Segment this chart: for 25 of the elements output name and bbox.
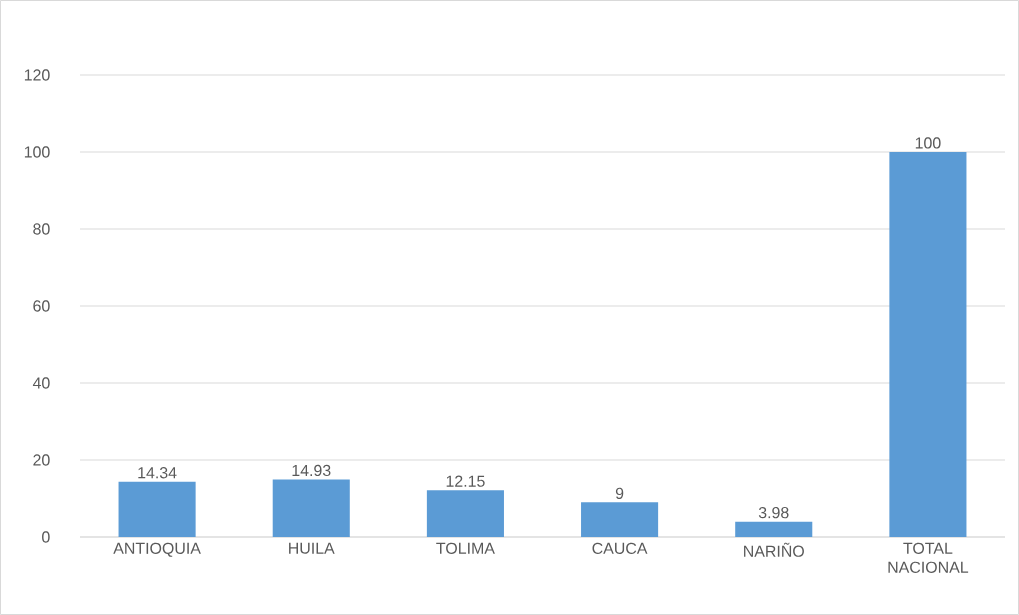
data-label: 12.15 [446, 475, 485, 487]
x-tick-label: HUILA [289, 542, 335, 554]
data-label: 9 [615, 487, 624, 499]
y-tick-label: 100 [24, 146, 50, 158]
y-tick-label: 80 [33, 223, 50, 235]
x-tick-label: TOTAL NACIONAL [888, 542, 969, 573]
y-tick-label: 0 [42, 531, 50, 543]
y-tick-label: 40 [32, 377, 50, 389]
bar [118, 481, 196, 537]
bar [272, 479, 350, 537]
x-tick-label: CAUCA [592, 542, 648, 554]
y-tick-label: 60 [33, 300, 50, 312]
y-tick-label: 120 [24, 69, 50, 81]
x-tick-label: ANTIOQUIA [113, 542, 201, 557]
bar [426, 490, 504, 537]
x-tick-label: NARIÑO [744, 542, 804, 557]
bar [735, 521, 813, 537]
x-tick-label: TOLIMA [436, 542, 495, 554]
bar [581, 502, 659, 537]
data-label: 14.34 [138, 467, 177, 479]
data-label: 14.93 [292, 464, 331, 477]
data-label: 3.98 [758, 507, 789, 519]
bar [889, 152, 967, 537]
y-tick-label: 20 [33, 454, 50, 466]
data-label: 100 [915, 137, 941, 149]
